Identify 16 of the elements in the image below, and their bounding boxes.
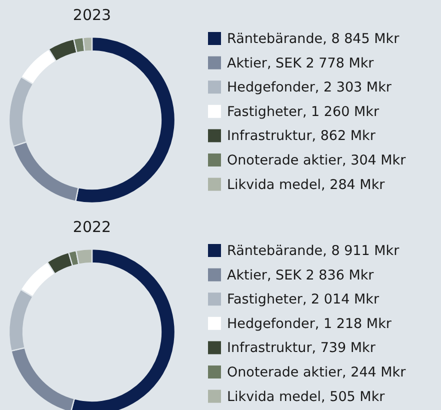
legend-label: Aktier, SEK 2 778 Mkr	[227, 55, 374, 72]
legend-label: Onoterade aktier, 244 Mkr	[227, 364, 406, 380]
legend-label: Onoterade aktier, 304 Mkr	[227, 152, 406, 168]
legend-label: Räntebärande, 8 845 Mkr	[227, 31, 400, 47]
legend-label: Likvida medel, 284 Mkr	[227, 176, 386, 193]
legend-label: Hedgefonder, 1 218 Mkr	[227, 316, 392, 332]
chart-title: 2022	[72, 218, 112, 236]
legend-label: Likvida medel, 505 Mkr	[227, 388, 386, 405]
legend-label: Fastigheter, 1 260 Mkr	[227, 104, 380, 120]
legend-label: Infrastruktur, 862 Mkr	[227, 128, 376, 144]
legend-label: Hedgefonder, 2 303 Mkr	[227, 80, 392, 96]
legend-label: Infrastruktur, 739 Mkr	[227, 340, 376, 356]
legend-label: Aktier, SEK 2 836 Mkr	[227, 267, 374, 284]
legend-label: Fastigheter, 2 014 Mkr	[227, 292, 380, 308]
legend-label: Räntebärande, 8 911 Mkr	[227, 243, 400, 259]
chart-title: 2023	[72, 6, 112, 24]
